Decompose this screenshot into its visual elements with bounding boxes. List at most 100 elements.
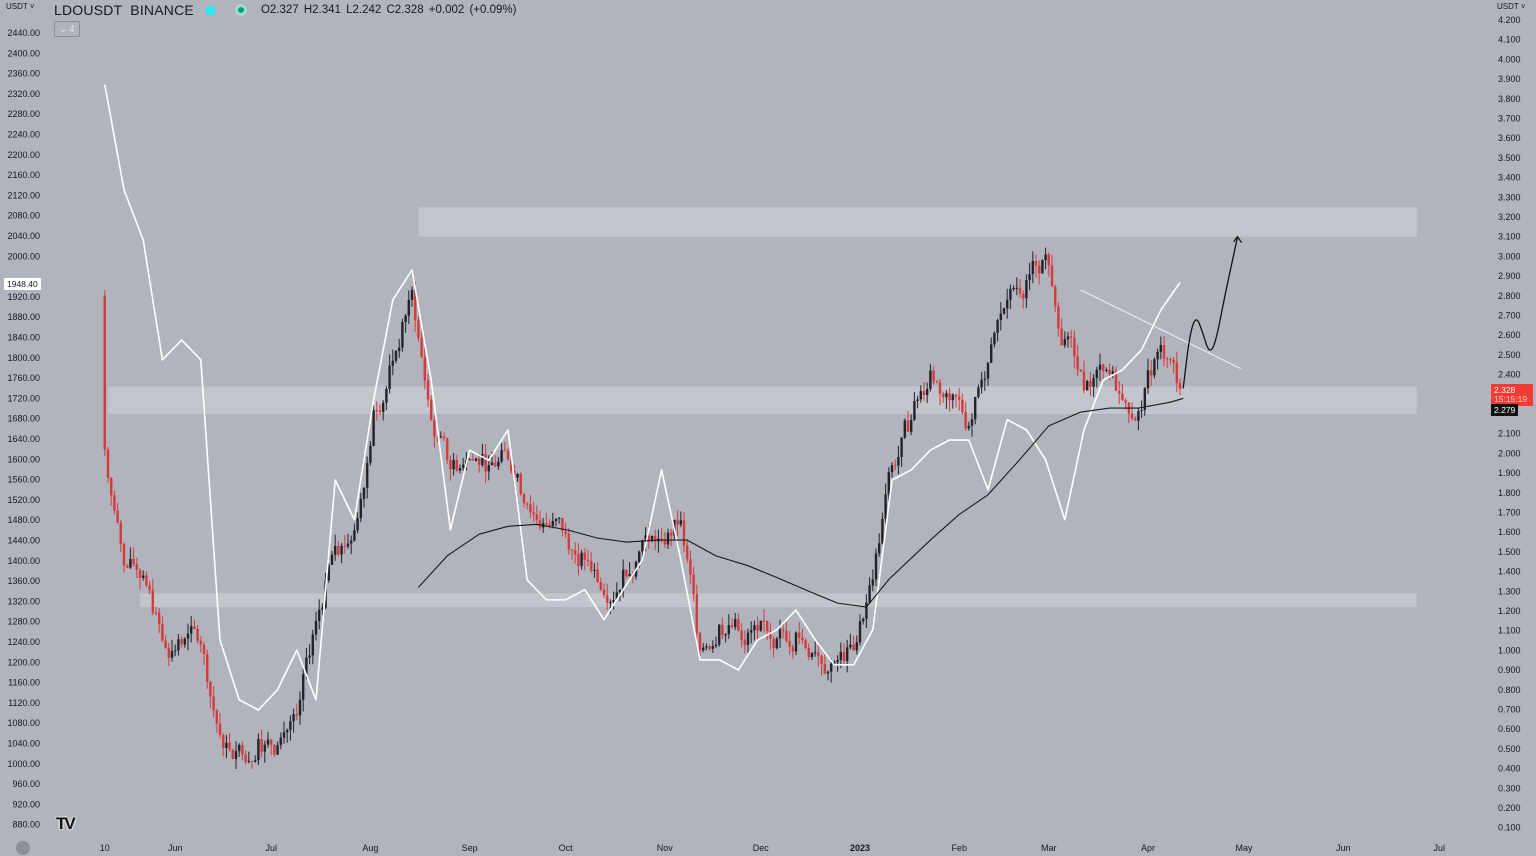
candle-body — [769, 630, 772, 639]
candle-body — [894, 465, 897, 467]
candle-body — [750, 630, 753, 633]
candle-body — [1105, 369, 1108, 371]
candle-body — [881, 518, 884, 544]
candle-body — [702, 647, 705, 651]
candle-body — [446, 438, 449, 460]
time-axis-tick-label: Jul — [265, 843, 277, 853]
candle-body — [554, 518, 558, 522]
candle-body — [1038, 265, 1041, 274]
candle-body — [890, 465, 894, 473]
candle-body — [903, 420, 906, 438]
candle-body — [452, 460, 455, 470]
right-axis-tick-label: 2.800 — [1498, 291, 1521, 301]
right-axis-tick-label: 2.400 — [1498, 370, 1521, 380]
candle-body — [1012, 288, 1015, 290]
candle-body — [519, 474, 522, 495]
candle-body — [343, 545, 346, 547]
right-axis-tick-label: 1.300 — [1498, 586, 1521, 596]
candle-body — [500, 450, 503, 462]
candle-body — [999, 313, 1002, 321]
candle-body — [1118, 390, 1121, 394]
left-axis-tick-label: 1320.00 — [7, 596, 40, 606]
candle-body — [414, 289, 417, 321]
candle-body — [798, 632, 801, 638]
left-axis-tick-label: 2080.00 — [7, 211, 40, 221]
time-axis-tick-label: Sep — [462, 843, 478, 853]
candle-body — [273, 744, 276, 755]
candle-body — [1146, 370, 1150, 389]
candle-body — [1114, 371, 1118, 391]
candle-body — [282, 732, 286, 738]
right-axis-tick-label: 0.900 — [1498, 665, 1521, 675]
candle-body — [113, 495, 116, 511]
candle-body — [906, 420, 910, 432]
candle-body — [353, 530, 356, 541]
left-currency-selector[interactable]: USDT ˅ — [6, 2, 35, 11]
left-currency-label: USDT — [6, 2, 28, 11]
candle-body — [279, 737, 282, 745]
left-axis-tick-label: 2160.00 — [7, 170, 40, 180]
candle-body — [138, 569, 142, 578]
settings-icon[interactable] — [16, 841, 30, 855]
candle-body — [615, 592, 618, 601]
right-currency-selector[interactable]: USDT ˅ — [1497, 2, 1526, 11]
right-axis-tick-label: 0.800 — [1498, 685, 1521, 695]
collapse-indicators-button[interactable]: ⌄ 4 — [54, 21, 80, 37]
candle-body — [590, 561, 593, 571]
candle-body — [1156, 351, 1159, 360]
time-axis-tick-label: Nov — [657, 843, 674, 853]
candle-body — [1086, 381, 1089, 391]
candle-body — [948, 393, 951, 401]
candle-body — [170, 650, 174, 658]
candle-body — [471, 459, 474, 461]
candle-body — [250, 760, 254, 762]
candle-body — [1015, 287, 1018, 289]
candle-body — [705, 646, 708, 648]
candle-body — [401, 322, 404, 348]
candle-body — [369, 445, 372, 463]
candle-body — [132, 558, 135, 565]
candle-body — [1162, 345, 1166, 359]
candle-body — [503, 450, 506, 452]
candle-body — [526, 503, 529, 505]
candle-body — [993, 332, 996, 345]
candle-body — [926, 388, 929, 395]
time-axis-tick-label: Apr — [1141, 843, 1155, 853]
left-axis-tick-label: 2040.00 — [7, 231, 40, 241]
time-axis-tick-label: Oct — [559, 843, 574, 853]
candle-body — [842, 651, 846, 662]
candle-body — [190, 626, 193, 634]
candle-body — [327, 564, 330, 581]
candle-body — [887, 472, 890, 495]
candle-body — [910, 419, 913, 432]
left-axis-tick-label: 1600.00 — [7, 454, 40, 464]
left-axis-tick-label: 2240.00 — [7, 130, 40, 140]
candle-body — [1050, 265, 1054, 287]
left-axis-tick-label: 1520.00 — [7, 495, 40, 505]
candle-body — [174, 650, 177, 652]
right-axis-tick-label: 0.400 — [1498, 764, 1521, 774]
candle-body — [1057, 306, 1060, 329]
candle-body — [1060, 328, 1063, 346]
tradingview-logo[interactable]: TV — [56, 814, 76, 833]
candle-body — [727, 625, 730, 635]
candle-body — [1063, 339, 1066, 346]
candle-body — [900, 437, 903, 458]
candle-body — [1178, 382, 1182, 389]
candle-body — [606, 595, 609, 603]
right-axis-tick-label: 1.800 — [1498, 488, 1521, 498]
candle-body — [945, 393, 948, 398]
candle-body — [311, 634, 314, 656]
right-axis-tick-label: 1.600 — [1498, 527, 1521, 537]
candle-body — [977, 387, 980, 397]
flag-icon[interactable] — [205, 5, 215, 15]
right-axis-tick-label: 3.300 — [1498, 192, 1521, 202]
candle-body — [618, 589, 622, 593]
candle-body — [212, 696, 215, 711]
symbol-name[interactable]: LDOUSDT — [54, 2, 123, 18]
candle-body — [167, 647, 170, 658]
left-axis-tick-label: 1360.00 — [7, 576, 40, 586]
candle-body — [161, 624, 164, 641]
time-axis-tick-label: 2023 — [850, 843, 870, 853]
